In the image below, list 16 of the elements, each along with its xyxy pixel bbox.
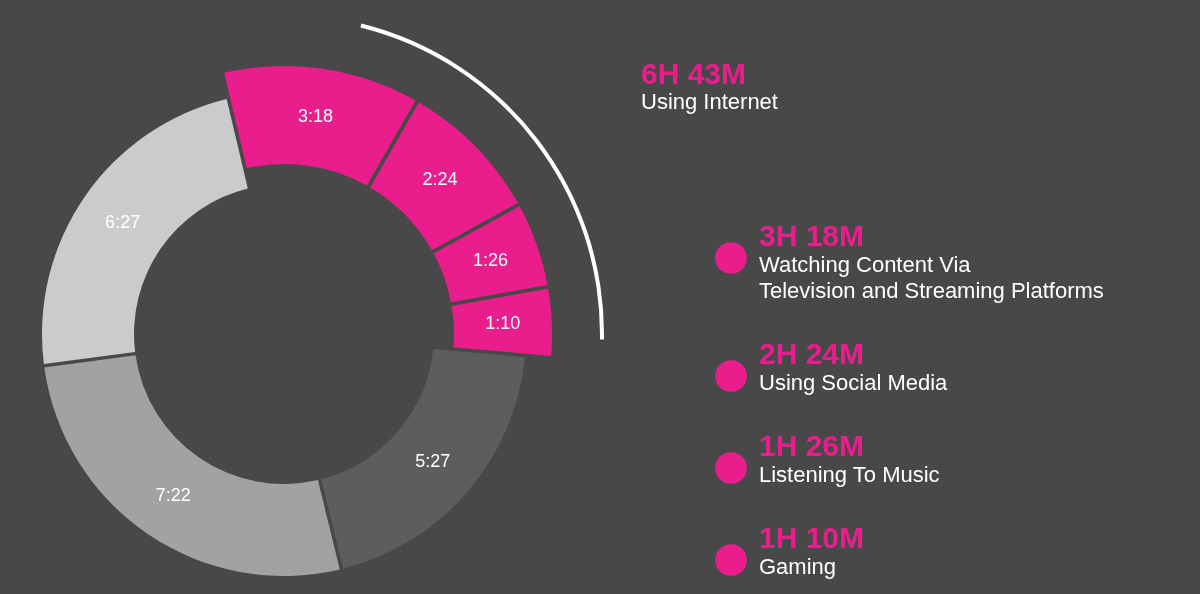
legend-label: Watching Content Via Television and Streaming Platforms (759, 252, 1104, 303)
legend-label: Listening To Music (759, 462, 940, 487)
text: 3H 18M (759, 219, 865, 252)
text: 2H 24M (759, 337, 865, 370)
text: 1H 10M (759, 521, 865, 554)
text: 6H 43M (641, 57, 747, 90)
legend-label: Using Social Media (759, 370, 949, 395)
text: 1H 26M (759, 429, 865, 462)
data-label: 3:18 (297, 106, 333, 127)
legend-label: Gaming (759, 554, 837, 579)
data-label: 1:10 (485, 313, 521, 334)
data-label: 1:26 (472, 249, 508, 270)
data-label: 5:27 (415, 450, 451, 471)
data-label: 2:24 (422, 169, 458, 190)
data-label: 7:22 (155, 484, 191, 505)
text: Using Internet (641, 89, 778, 114)
